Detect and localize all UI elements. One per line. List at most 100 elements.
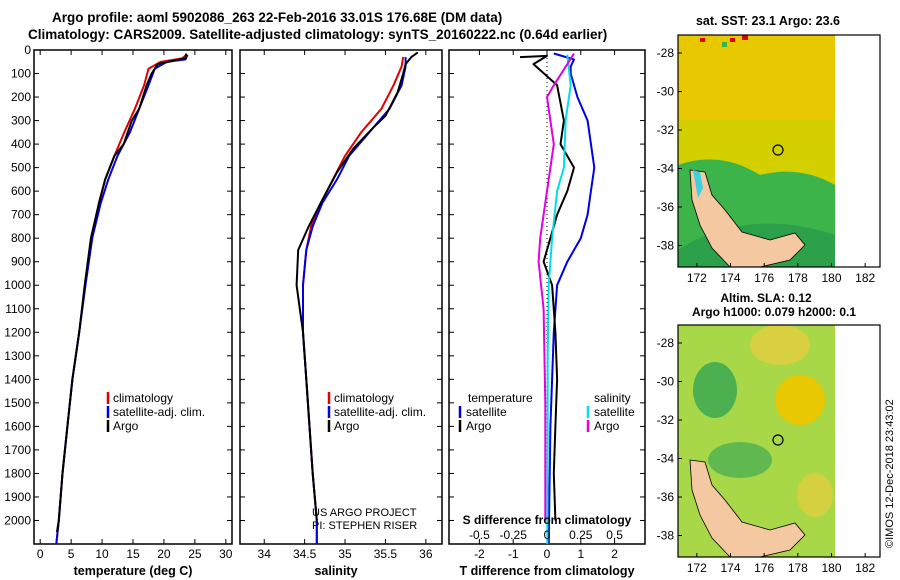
series-line-s-satellite (546, 54, 572, 545)
y-tick-label: 1600 (4, 419, 31, 433)
y-tick-label: 1100 (5, 302, 31, 316)
y-tick-label: 2000 (4, 513, 31, 527)
sst-coastal-cool (693, 170, 703, 198)
sst-map-blank (835, 35, 880, 267)
temperature-legend: climatology satellite-adj. clim. Argo (106, 391, 205, 433)
sst-map-title: sat. SST: 23.1 Argo: 23.6 (696, 14, 840, 28)
map-x-tick-label: 180 (821, 561, 841, 575)
top-tick-label: -0.25 (500, 528, 528, 542)
top-tick-label: -0.5 (469, 528, 490, 542)
y-tick-label: 900 (11, 255, 31, 269)
map-x-tick-label: 180 (821, 271, 841, 285)
difference-xlabel: T difference from climatology (459, 564, 634, 578)
sst-warm-pixel (742, 35, 748, 40)
map-x-tick-label: 174 (720, 271, 740, 285)
map-x-tick-label: 182 (855, 561, 875, 575)
map-x-tick-label: 178 (788, 561, 808, 575)
y-tick-label: 1800 (4, 466, 31, 480)
legend-satellite-label: satellite-adj. clim. (334, 405, 426, 419)
y-tick-label: 700 (11, 208, 31, 222)
top-tick-label: 0.25 (569, 528, 593, 542)
series-line-climatology (55, 53, 187, 545)
x-tick-label: 30 (219, 547, 233, 561)
x-tick-label: 5 (68, 547, 75, 561)
series-line-t-satellite (547, 52, 596, 545)
salinity-xlabel: salinity (314, 564, 357, 578)
legend-s-satellite-label: satellite (594, 405, 635, 419)
map-y-tick-label: -36 (657, 490, 675, 504)
x-tick-label: 15 (126, 547, 140, 561)
x-tick-label: 0 (544, 547, 551, 561)
sla-map-title-2: Argo h1000: 0.079 h2000: 0.1 (692, 305, 856, 319)
map-y-tick-label: -32 (657, 123, 675, 137)
y-tick-label: 600 (11, 184, 31, 198)
x-tick-label: 1 (577, 547, 584, 561)
legend-argo-label: Argo (334, 419, 360, 433)
new-zealand-land (689, 169, 806, 268)
series-line-argo (295, 51, 419, 521)
y-tick-label: 1500 (4, 396, 31, 410)
series-line-s-argo (537, 52, 575, 521)
map-x-tick-label: 172 (687, 271, 707, 285)
legend-argo-label: Argo (113, 419, 139, 433)
sla-field (678, 325, 835, 557)
map-y-tick-label: -36 (657, 200, 675, 214)
map-y-tick-label: -38 (657, 239, 675, 253)
x-tick-label: 34 (258, 547, 272, 561)
sla-map-blank (835, 325, 880, 557)
legend-salinity-title: salinity (594, 391, 631, 405)
x-tick-label: -1 (508, 547, 519, 561)
map-x-tick-label: 176 (754, 271, 774, 285)
map-x-tick-label: 176 (754, 561, 774, 575)
x-tick-label: 10 (95, 547, 109, 561)
map-y-tick-label: -34 (657, 452, 675, 466)
credit-line-2: PI: STEPHEN RISER (312, 520, 417, 532)
x-tick-label: 2 (611, 547, 618, 561)
legend-s-argo-label: Argo (594, 419, 620, 433)
y-tick-label: 1200 (4, 325, 31, 339)
x-tick-label: 0 (37, 547, 44, 561)
credit-line-1: US ARGO PROJECT (312, 507, 417, 519)
header-line-2: Climatology: CARS2009. Satellite-adjuste… (28, 27, 608, 42)
argo-float-marker (772, 144, 784, 156)
x-tick-label: 34.5 (293, 547, 317, 561)
y-tick-label: 1000 (4, 278, 31, 292)
legend-t-argo-label: Argo (466, 419, 492, 433)
header-line-1: Argo profile: aoml 5902086_263 22-Feb-20… (52, 10, 503, 25)
y-tick-label: 100 (11, 67, 31, 81)
legend-satellite-label: satellite-adj. clim. (113, 405, 205, 419)
y-tick-label: 500 (11, 161, 31, 175)
map-y-tick-label: -30 (657, 375, 675, 389)
sst-map-frame (677, 34, 881, 268)
y-tick-label: 200 (11, 90, 31, 104)
map-x-tick-label: 174 (720, 561, 740, 575)
y-tick-label: 1700 (4, 443, 31, 457)
temperature-panel: 0100200300400500600700800900100011001200… (4, 43, 233, 578)
x-tick-label: 25 (188, 547, 202, 561)
sst-warm-pixel (700, 38, 705, 42)
sst-cool-pixel (722, 42, 727, 47)
sla-low (693, 362, 737, 418)
top-tick-label: 0 (544, 528, 551, 542)
sla-high (750, 325, 810, 365)
x-tick-label: 20 (157, 547, 171, 561)
y-tick-label: 400 (11, 137, 31, 151)
map-x-tick-label: 182 (855, 271, 875, 285)
new-zealand-land (689, 459, 806, 558)
series-line-argo (55, 53, 188, 533)
difference-panel: -2 -1 0 1 2 temperature satellite Argo salin… (448, 49, 646, 578)
sla-map-frame (677, 324, 881, 558)
salinity-legend: climatology satellite-adj. clim. Argo (327, 391, 426, 433)
series-line-t-argo (519, 54, 575, 521)
sla-high (775, 375, 825, 425)
y-tick-label: 800 (11, 231, 31, 245)
x-tick-label: 35 (338, 547, 352, 561)
map-y-tick-label: -28 (657, 336, 675, 350)
x-tick-label: 35.5 (374, 547, 398, 561)
salinity-axes-frame (239, 49, 443, 545)
legend-climatology-label: climatology (113, 391, 173, 405)
y-tick-label: 0 (24, 43, 31, 57)
y-tick-label: 300 (11, 114, 31, 128)
x-tick-label: 36 (419, 547, 433, 561)
salinity-panel: 34 34.5 35 35.5 36 climatology satellite-adj… (239, 49, 443, 578)
